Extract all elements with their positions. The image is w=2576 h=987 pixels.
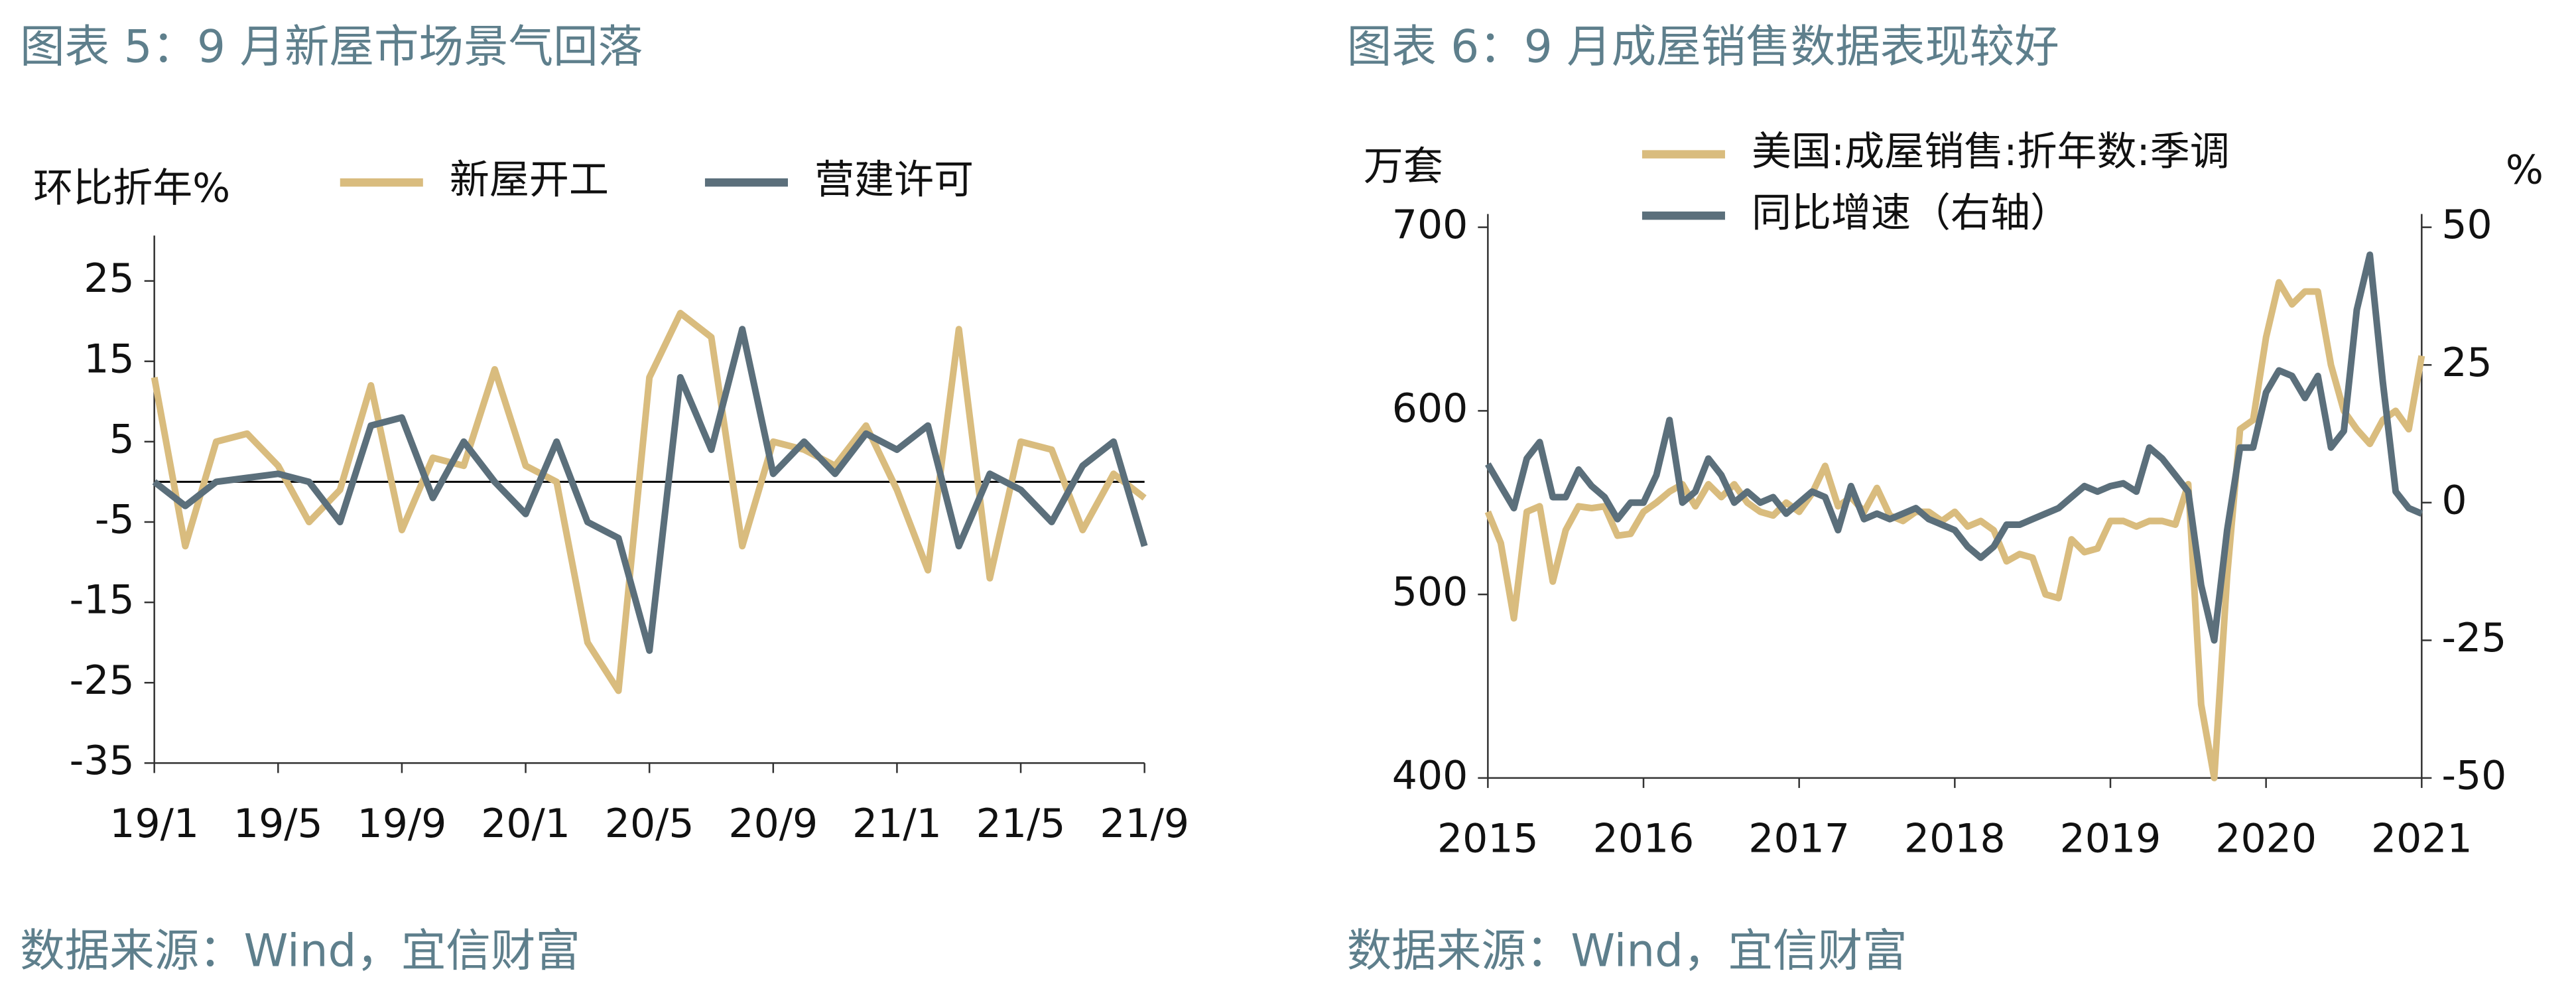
y2-tick-label: 0 xyxy=(2441,477,2467,523)
y2-tick-label: 50 xyxy=(2441,202,2492,248)
x-tick-label: 20/5 xyxy=(605,801,694,847)
x-tick-label: 19/1 xyxy=(109,801,199,847)
x-tick-label: 21/1 xyxy=(852,801,942,847)
y-tick-label: 5 xyxy=(109,416,134,462)
y-tick-label: 600 xyxy=(1392,385,1468,432)
y-axis-label: 环比折年% xyxy=(33,165,230,212)
y-tick-label: 500 xyxy=(1392,569,1468,616)
y-tick-label: -5 xyxy=(95,497,135,543)
y-axis-label: 万套 xyxy=(1364,144,1443,190)
y-tick-label: 25 xyxy=(84,255,134,302)
y2-tick-label: -50 xyxy=(2441,752,2506,799)
series-line xyxy=(1485,251,2423,644)
y-tick-label: -25 xyxy=(70,657,135,704)
chart-title: 图表 5：9 月新屋市场景气回落 xyxy=(20,21,643,73)
x-tick-label: 2017 xyxy=(1748,816,1850,862)
y-tick-label: 700 xyxy=(1392,202,1468,248)
x-tick-label: 19/9 xyxy=(357,801,447,847)
x-tick-label: 2015 xyxy=(1437,816,1539,862)
y2-tick-label: -25 xyxy=(2441,615,2506,661)
x-tick-label: 21/5 xyxy=(976,801,1066,847)
y-tick-label: -15 xyxy=(70,577,135,624)
source: 数据来源：Wind，宜信财富 xyxy=(20,925,580,977)
x-tick-label: 21/9 xyxy=(1100,801,1189,847)
x-tick-label: 2020 xyxy=(2215,816,2317,862)
x-tick-label: 2018 xyxy=(1904,816,2006,862)
legend-label: 同比增速（右轴） xyxy=(1752,190,2070,237)
x-tick-label: 2019 xyxy=(2060,816,2161,862)
y2-tick-label: 25 xyxy=(2441,340,2492,386)
y-tick-label: 15 xyxy=(84,336,134,382)
y-tick-label: -35 xyxy=(70,738,135,784)
legend-label: 美国:成屋销售:折年数:季调 xyxy=(1752,129,2230,175)
chart-title: 图表 6：9 月成屋销售数据表现较好 xyxy=(1347,21,2059,73)
legend-label: 新屋开工 xyxy=(450,157,609,204)
y-tick-label: 400 xyxy=(1392,752,1468,799)
x-tick-label: 20/9 xyxy=(728,801,818,847)
x-tick-label: 2016 xyxy=(1593,816,1695,862)
series-line xyxy=(152,326,1148,654)
x-tick-label: 2021 xyxy=(2371,816,2473,862)
source: 数据来源：Wind，宜信财富 xyxy=(1347,925,1907,977)
x-tick-label: 19/5 xyxy=(233,801,323,847)
series-line xyxy=(1484,279,2425,781)
x-tick-label: 20/1 xyxy=(481,801,570,847)
legend-label: 营建许可 xyxy=(814,157,974,204)
y2-axis-label: % xyxy=(2506,147,2544,194)
